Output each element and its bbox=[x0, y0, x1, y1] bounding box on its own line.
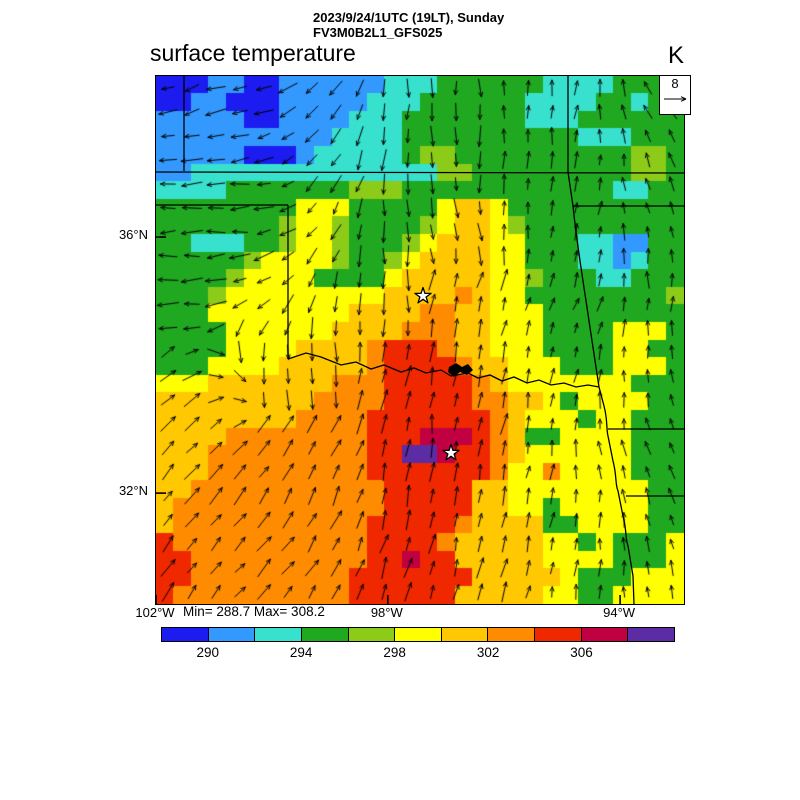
units-label: K bbox=[667, 42, 684, 69]
lon-tick-label: 102°W bbox=[135, 605, 175, 620]
ticks-stars-layer bbox=[156, 236, 621, 604]
colorbar-tick-label: 290 bbox=[196, 645, 219, 660]
star-1-marker bbox=[414, 286, 432, 304]
lake-texoma-shape bbox=[448, 363, 473, 377]
colorbar-segment bbox=[394, 627, 441, 642]
plot-datetime: 2023/9/24/1UTC (19LT), Sunday bbox=[313, 10, 505, 25]
colorbar-tick-label: 294 bbox=[289, 645, 313, 660]
colorbar-segment bbox=[534, 627, 581, 642]
colorbar-segment bbox=[627, 627, 676, 642]
colorbar-segment bbox=[161, 627, 208, 642]
wind-key-value: 8 bbox=[671, 76, 679, 91]
model-run-label: FV3M0B2L1_GFS025 bbox=[313, 25, 443, 40]
wind-key-arrow-icon bbox=[664, 96, 687, 102]
colorbar-segment bbox=[254, 627, 301, 642]
temperature-field-canvas bbox=[156, 76, 684, 604]
state-border-lines bbox=[156, 76, 684, 604]
colorbar-tick-label: 302 bbox=[476, 645, 500, 660]
page-title: surface temperature bbox=[150, 40, 356, 66]
lon-tick-label: 94°W bbox=[603, 605, 636, 620]
colorbar-segment bbox=[440, 627, 488, 642]
map-plot-area: 8 bbox=[155, 75, 691, 605]
colorbar-tick-label: 306 bbox=[570, 645, 593, 660]
colorbar-segment bbox=[487, 627, 535, 642]
lat-tick-label: 32°N bbox=[118, 483, 148, 499]
colorbar-tick-label: 298 bbox=[383, 645, 406, 660]
colorbar-segment bbox=[580, 627, 628, 642]
lat-tick-label: 36°N bbox=[118, 227, 148, 243]
star-2-marker bbox=[442, 443, 460, 461]
lon-tick-label: 98°W bbox=[370, 605, 403, 620]
wind-vector-key: 8 bbox=[659, 75, 691, 115]
colorbar-segment bbox=[207, 627, 255, 642]
min-max-stats: Min= 288.7 Max= 308.2 bbox=[183, 604, 325, 619]
colorbar bbox=[161, 627, 676, 642]
colorbar-segment bbox=[300, 627, 348, 642]
state-borders-overlay bbox=[156, 76, 684, 604]
colorbar-segment bbox=[347, 627, 395, 642]
